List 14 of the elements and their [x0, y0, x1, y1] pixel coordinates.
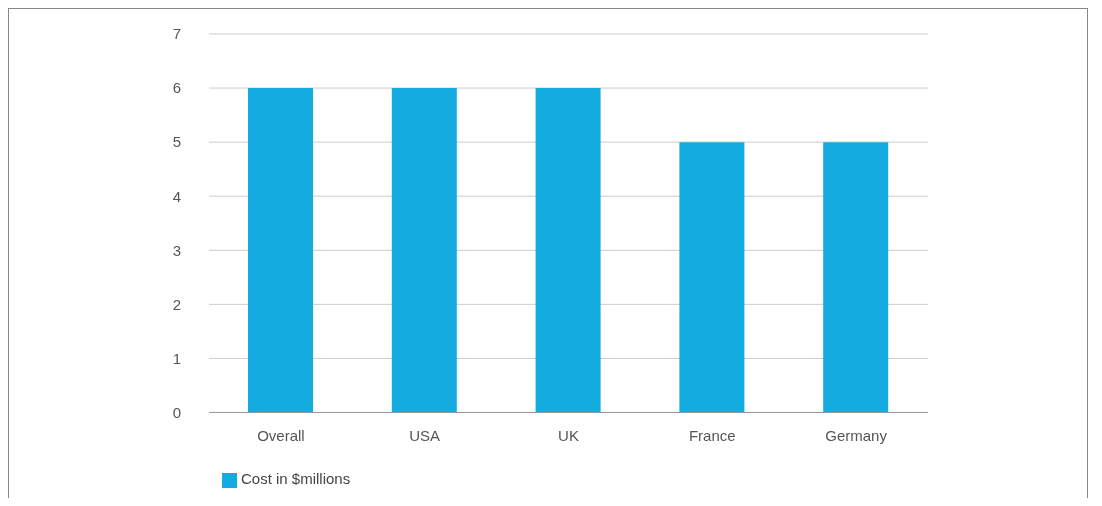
x-tick-label: Overall	[257, 427, 305, 445]
y-tick-label: 1	[172, 349, 181, 367]
x-tick-label: UK	[558, 427, 579, 445]
y-tick-label: 6	[172, 79, 181, 97]
y-tick-label: 5	[172, 133, 181, 151]
x-tick-label: France	[688, 427, 736, 445]
legend-label: Cost in $millions	[241, 470, 351, 488]
y-tick-label: 7	[172, 25, 181, 43]
y-tick-label: 4	[172, 187, 181, 205]
x-tick-label: USA	[409, 427, 441, 445]
x-tick-label: Germany	[825, 427, 888, 445]
y-tick-label: 2	[172, 295, 181, 313]
y-tick-label: 0	[172, 403, 181, 421]
y-tick-label: 3	[172, 241, 181, 259]
